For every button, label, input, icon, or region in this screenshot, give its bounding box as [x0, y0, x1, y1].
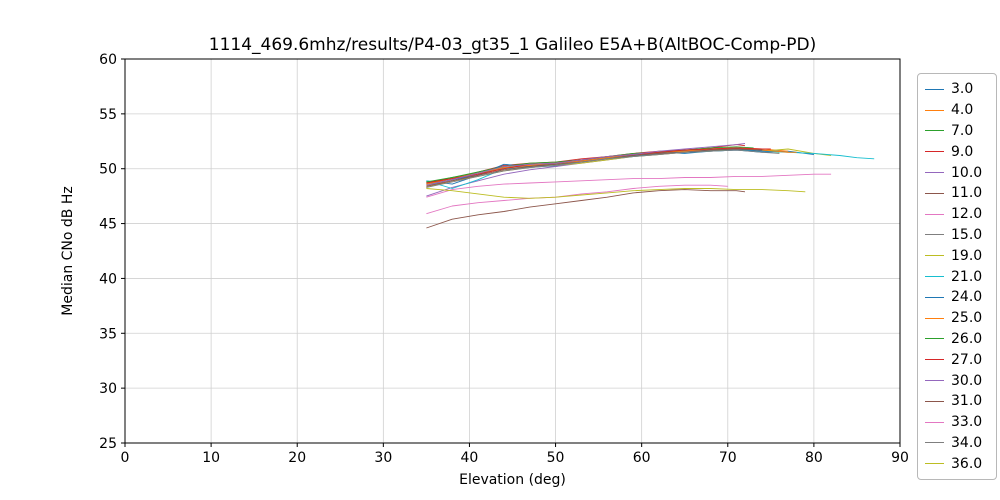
legend-line-sample: [925, 109, 944, 111]
series-line-11.0: [426, 189, 746, 229]
legend-label: 27.0: [951, 351, 983, 368]
x-tick-label: 50: [547, 450, 565, 466]
legend-line-sample: [925, 338, 944, 340]
x-tick-label: 60: [633, 450, 651, 466]
x-tick-label: 30: [374, 450, 392, 466]
x-tick-label: 90: [891, 450, 909, 466]
legend-label: 26.0: [951, 330, 983, 347]
legend-label: 15.0: [951, 226, 983, 243]
y-tick-label: 60: [99, 52, 117, 68]
legend-item-33.0: 33.0: [925, 412, 989, 433]
legend-line-sample: [925, 442, 944, 444]
series-line-34.0: [426, 149, 780, 188]
legend-item-12.0: 12.0: [925, 204, 989, 225]
x-tick-label: 0: [121, 450, 130, 466]
legend-label: 12.0: [951, 206, 983, 223]
legend-item-26.0: 26.0: [925, 329, 989, 350]
legend-line-sample: [925, 463, 944, 465]
legend-label: 30.0: [951, 372, 983, 389]
legend-label: 21.0: [951, 268, 983, 285]
legend-item-11.0: 11.0: [925, 183, 989, 204]
series-line-27.0: [426, 147, 771, 184]
x-tick-label: 20: [288, 450, 306, 466]
legend-item-36.0: 36.0: [925, 453, 989, 474]
chart-title: 1114_469.6mhz/results/P4-03_gt35_1 Galil…: [208, 35, 817, 55]
legend-item-25.0: 25.0: [925, 308, 989, 329]
legend-item-21.0: 21.0: [925, 266, 989, 287]
y-tick-label: 40: [99, 271, 117, 287]
legend-line-sample: [925, 359, 944, 361]
legend-line-sample: [925, 421, 944, 423]
legend: 3.0 4.0 7.0 9.0 10.0 11.0 12.0 15.0 19.0 21.0 24.0…: [917, 73, 997, 481]
legend-label: 33.0: [951, 414, 983, 431]
y-tick-label: 50: [99, 162, 117, 178]
legend-line-sample: [925, 234, 944, 236]
legend-label: 4.0: [951, 102, 974, 119]
legend-line-sample: [925, 255, 944, 257]
legend-label: 34.0: [951, 434, 983, 451]
legend-label: 25.0: [951, 310, 983, 327]
plot-border: [124, 58, 901, 444]
series-line-33.0: [426, 184, 728, 215]
legend-label: 19.0: [951, 247, 983, 264]
legend-item-3.0: 3.0: [925, 79, 989, 100]
series-line-25.0: [426, 147, 797, 185]
x-tick-label: 70: [719, 450, 737, 466]
series-line-12.0: [426, 173, 832, 198]
legend-line-sample: [925, 213, 944, 215]
y-tick-label: 35: [99, 326, 117, 342]
y-tick-label: 55: [99, 107, 117, 123]
x-axis-label: Elevation (deg): [459, 472, 566, 488]
legend-item-15.0: 15.0: [925, 225, 989, 246]
legend-line-sample: [925, 192, 944, 194]
legend-line-sample: [925, 380, 944, 382]
legend-label: 9.0: [951, 143, 974, 160]
x-tick-label: 40: [461, 450, 479, 466]
legend-label: 7.0: [951, 122, 974, 139]
legend-item-10.0: 10.0: [925, 162, 989, 183]
series-line-36.0: [426, 188, 806, 199]
legend-line-sample: [925, 172, 944, 174]
legend-label: 10.0: [951, 164, 983, 181]
legend-label: 24.0: [951, 289, 983, 306]
legend-item-7.0: 7.0: [925, 121, 989, 142]
legend-item-27.0: 27.0: [925, 349, 989, 370]
legend-label: 11.0: [951, 185, 983, 202]
legend-item-9.0: 9.0: [925, 141, 989, 162]
legend-line-sample: [925, 130, 944, 132]
legend-item-30.0: 30.0: [925, 370, 989, 391]
legend-item-34.0: 34.0: [925, 433, 989, 454]
y-tick-label: 25: [99, 436, 117, 452]
legend-line-sample: [925, 88, 944, 90]
legend-line-sample: [925, 296, 944, 298]
x-tick-label: 80: [805, 450, 823, 466]
legend-item-31.0: 31.0: [925, 391, 989, 412]
x-tick-label: 10: [202, 450, 220, 466]
legend-line-sample: [925, 276, 944, 278]
legend-item-24.0: 24.0: [925, 287, 989, 308]
legend-line-sample: [925, 400, 944, 402]
legend-label: 3.0: [951, 81, 974, 98]
series-line-15.0: [426, 148, 763, 185]
legend-item-19.0: 19.0: [925, 245, 989, 266]
legend-line-sample: [925, 317, 944, 319]
legend-item-4.0: 4.0: [925, 100, 989, 121]
legend-line-sample: [925, 151, 944, 153]
y-tick-label: 45: [99, 217, 117, 233]
legend-label: 36.0: [951, 455, 983, 472]
legend-label: 31.0: [951, 393, 983, 410]
series-line-7.0: [426, 147, 780, 184]
series-line-30.0: [426, 143, 746, 186]
y-tick-label: 30: [99, 381, 117, 397]
